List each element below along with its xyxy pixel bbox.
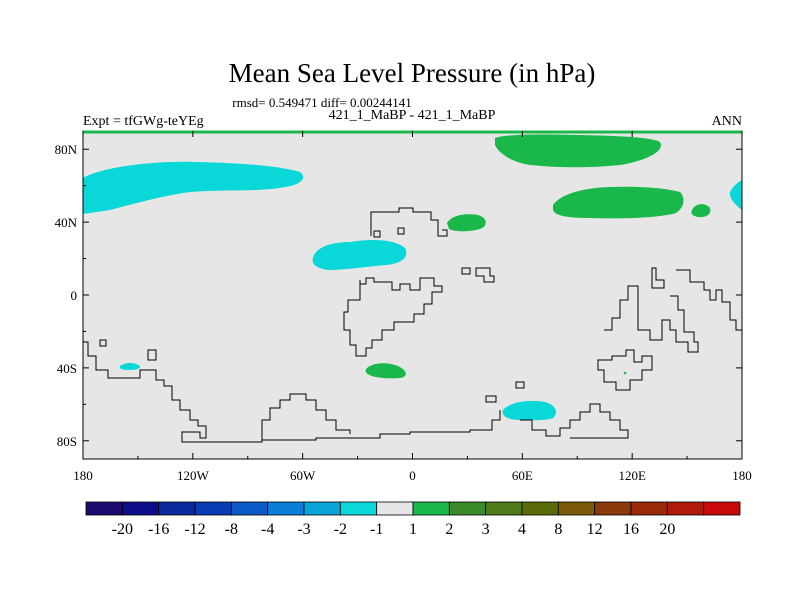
- chart-title: Mean Sea Level Pressure (in hPa): [229, 58, 596, 88]
- axis-ticks: 180 120W 60W 0 60E 120E 180 80N 40N 0 40S 80S: [55, 131, 752, 483]
- east-edge-negative: [729, 180, 742, 210]
- colorbar-label: 12: [587, 521, 603, 538]
- colorbar-label: 8: [554, 521, 562, 538]
- colorbar-label: 20: [659, 521, 675, 538]
- y-tick-label: 80N: [55, 142, 78, 157]
- colorbar-label: 1: [409, 521, 417, 538]
- colorbar-label: -3: [297, 521, 310, 538]
- pacific-island-outline: [147, 349, 157, 361]
- colorbar-swatch: [485, 501, 523, 516]
- colorbar-swatch: [303, 501, 341, 516]
- colorbar-label: -2: [334, 521, 347, 538]
- small-island-outline: [397, 227, 405, 235]
- colorbar-label: -12: [184, 521, 205, 538]
- colorbar-swatch: [703, 501, 741, 516]
- colorbar-label: 2: [445, 521, 453, 538]
- colorbar-label: 16: [623, 521, 639, 538]
- x-tick-label: 60W: [290, 468, 316, 483]
- south-pacific-negative: [119, 363, 141, 370]
- colorbar-swatch: [448, 501, 487, 516]
- positive-anomaly-layer: [365, 134, 711, 379]
- colorbar-swatch: [376, 501, 414, 516]
- colorbar-label: -4: [261, 521, 274, 538]
- east-asia-positive: [691, 204, 711, 218]
- colorbar-label: 3: [482, 521, 490, 538]
- colorbar-swatch: [267, 501, 305, 516]
- comparison-label: 421_1_MaBP - 421_1_MaBP: [329, 108, 496, 123]
- colorbar-label: 4: [518, 521, 526, 538]
- africa-coastline: [343, 277, 443, 357]
- x-tick-label: 180: [732, 468, 752, 483]
- antarctica-east-coastline: [520, 403, 629, 439]
- colorbar-swatch: [158, 501, 196, 516]
- y-tick-label: 40S: [57, 361, 77, 376]
- southern-island-outline: [485, 395, 497, 403]
- south-atlantic-positive: [365, 363, 406, 379]
- antarctica-west-coastline: [83, 341, 501, 443]
- experiment-label: Expt = tfGWg-teYEg: [83, 114, 204, 129]
- tiny-positive-dot: [623, 371, 627, 375]
- y-tick-label: 40N: [55, 215, 78, 230]
- southern-island-2-outline: [515, 381, 525, 389]
- small-pacific-island: [99, 339, 107, 347]
- colorbar-label: -8: [225, 521, 238, 538]
- colorbar-swatch: [230, 501, 269, 516]
- north-pacific-negative: [83, 161, 304, 214]
- japan-outline: [651, 267, 665, 289]
- colorbar-swatch: [339, 501, 378, 516]
- colorbar-label: -16: [148, 521, 169, 538]
- colorbar-swatch: [594, 501, 632, 516]
- arctic-positive: [495, 134, 661, 168]
- coastline-layer: [83, 207, 742, 443]
- y-tick-label: 80S: [57, 434, 77, 449]
- australia-coastline: [597, 349, 653, 391]
- mideast-island-outline: [461, 267, 471, 275]
- colorbar-swatch: [666, 501, 705, 516]
- x-tick-label: 120W: [177, 468, 210, 483]
- colorbar-swatch: [412, 501, 450, 516]
- colorbar-swatch: [121, 501, 160, 516]
- indonesia-coastline: [604, 285, 699, 353]
- antarctic-peninsula-outline: [261, 393, 351, 440]
- x-tick-label: 180: [73, 468, 93, 483]
- colorbar-swatch: [85, 501, 123, 516]
- british-isles-outline: [373, 230, 381, 238]
- season-label: ANN: [712, 114, 742, 129]
- y-tick-label: 0: [71, 288, 78, 303]
- colorbar-label: -1: [370, 521, 383, 538]
- colorbar-label: -20: [112, 521, 133, 538]
- north-atlantic-negative: [312, 240, 407, 270]
- x-tick-label: 120E: [618, 468, 646, 483]
- colorbar-swatch: [557, 501, 596, 516]
- x-tick-label: 60E: [512, 468, 533, 483]
- colorbar: -20 -16 -12 -8 -4 -3 -2 -1 1 2 3 4 8 12 16 20: [85, 501, 741, 538]
- arabia-outline: [475, 267, 495, 283]
- southern-ocean-negative: [502, 400, 557, 421]
- colorbar-swatch: [521, 501, 559, 516]
- central-asia-positive: [553, 186, 684, 219]
- colorbar-swatch: [630, 501, 668, 516]
- europe-coastline: [370, 207, 448, 237]
- pacific-small-positive: [447, 214, 486, 232]
- pacific-coastline: [676, 269, 742, 331]
- x-tick-label: 0: [409, 468, 416, 483]
- negative-anomaly-layer: [83, 161, 742, 421]
- chart-subtitle: rmsd= 0.549471 diff= 0.00244141: [232, 95, 411, 110]
- colorbar-swatch: [194, 501, 232, 516]
